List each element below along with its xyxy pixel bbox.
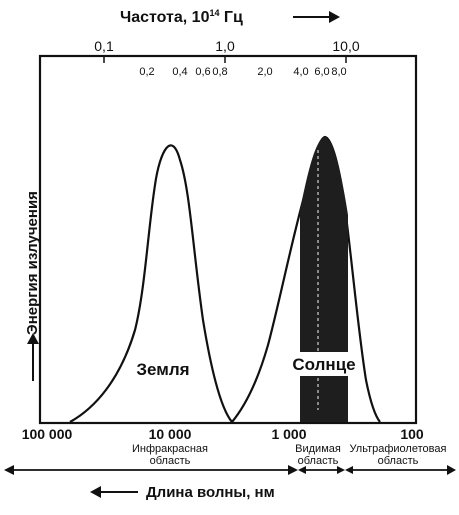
- frequency-minor-tick: 0,6: [195, 66, 210, 78]
- frequency-title-suffix: Гц: [219, 9, 243, 26]
- sun-label-backdrop: [288, 352, 360, 376]
- infrared-region-label-2: область: [150, 455, 191, 467]
- right-arrow-icon: [293, 11, 340, 23]
- visible-band-fill: [300, 137, 348, 422]
- plot-frame: [38, 54, 418, 425]
- left-arrow-icon: [90, 486, 138, 498]
- frequency-title-prefix: Частота, 10: [120, 9, 210, 26]
- region-arrows: [4, 465, 456, 475]
- frequency-minor-tick: 2,0: [257, 66, 272, 78]
- wavelength-tick-1000: 1 000: [271, 426, 306, 442]
- sun-label: Солнце: [292, 355, 355, 374]
- wavelength-tick-100000: 100 000: [22, 426, 73, 442]
- frequency-minor-tick: 0,2: [139, 66, 154, 78]
- frequency-minor-tick: 0,8: [212, 66, 227, 78]
- frequency-tick-10-0: 10,0: [332, 38, 359, 54]
- frequency-tick-marks: [103, 56, 347, 63]
- infrared-region-label: Инфракрасная: [132, 443, 208, 455]
- y-axis-label: Энергия излучения: [24, 191, 41, 335]
- earth-emission-curve: [69, 144, 233, 423]
- frequency-minor-tick: 0,4: [172, 66, 187, 78]
- ultraviolet-region-label: Ультрафиолетовая: [350, 443, 447, 455]
- ultraviolet-region-label-2: область: [378, 455, 419, 467]
- frequency-minor-tick: 8,0: [331, 66, 346, 78]
- up-arrow-icon: [27, 333, 39, 381]
- visible-region-label-2: область: [298, 455, 339, 467]
- frequency-axis-title: Частота, 1014 Гц: [120, 8, 243, 26]
- frequency-tick-0-1: 0,1: [94, 38, 114, 54]
- frequency-minor-tick: 4,0: [293, 66, 308, 78]
- wavelength-tick-10000: 10 000: [149, 426, 192, 442]
- frequency-tick-1-0: 1,0: [215, 38, 235, 54]
- visible-region-label: Видимая: [295, 443, 341, 455]
- frequency-title-exponent: 14: [209, 8, 219, 18]
- wavelength-axis-title: Длина волны, нм: [146, 484, 275, 501]
- frequency-minor-tick: 6,0: [314, 66, 329, 78]
- earth-label: Земля: [136, 360, 189, 379]
- wavelength-tick-100: 100: [400, 426, 424, 442]
